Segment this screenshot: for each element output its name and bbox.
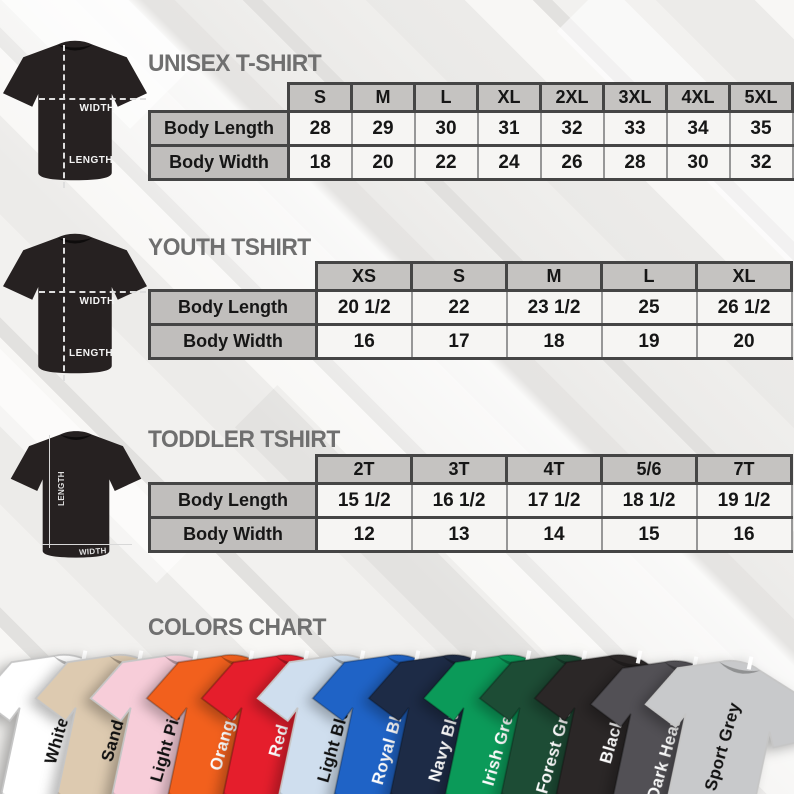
- width-label: WIDTH: [78, 545, 107, 557]
- size-value-cell: 14: [505, 516, 603, 553]
- tshirt-image: [3, 40, 147, 181]
- length-label: LENGTH: [69, 155, 114, 167]
- size-value-cell: 15 1/2: [315, 482, 413, 519]
- size-column-header: XS: [315, 261, 413, 292]
- youth-size-table: XS S M L XL Body Length 20 1/2 22 23 1/2 25 26 1/2…: [148, 261, 793, 360]
- color-shirt-sport-grey: Sport Grey: [619, 632, 794, 794]
- size-column-header: 4XL: [665, 82, 731, 113]
- toddler-size-table: 2T 3T 4T 5/6 7T Body Length 15 1/2 16 1/2 17 1/2…: [148, 454, 793, 553]
- width-measure-line: [39, 290, 146, 293]
- size-value-cell: 18 1/2: [600, 482, 698, 519]
- size-value-cell: 23 1/2: [505, 289, 603, 326]
- corner-blank-cell: [150, 263, 317, 291]
- size-value-cell: 12: [315, 516, 413, 553]
- size-value-cell: 16: [315, 323, 413, 360]
- size-value-cell: 30: [413, 110, 479, 147]
- size-value-cell: 17: [410, 323, 508, 360]
- unisex-shirt-diagram: WIDTH LENGTH: [0, 30, 150, 195]
- size-value-cell: 26 1/2: [695, 289, 793, 326]
- size-value-cell: 16: [695, 516, 793, 553]
- size-column-header: 7T: [695, 454, 793, 485]
- size-value-cell: 28: [602, 144, 668, 181]
- table-row: Body Length 15 1/2 16 1/2 17 1/2 18 1/2 19 1/…: [148, 482, 793, 519]
- table-row: Body Width 16 17 18 19 20: [148, 323, 793, 360]
- size-column-header: XL: [695, 261, 793, 292]
- size-value-cell: 22: [413, 144, 479, 181]
- tshirt-image: [644, 659, 794, 794]
- size-column-header: 5/6: [600, 454, 698, 485]
- size-value-cell: 20 1/2: [315, 289, 413, 326]
- table-row: Body Width 18 20 22 24 26 28 30 32: [148, 144, 794, 181]
- size-column-header: 3T: [410, 454, 508, 485]
- toddler-shirt-diagram: LENGTH WIDTH: [8, 418, 144, 576]
- size-column-header: L: [600, 261, 698, 292]
- size-column-header: XL: [476, 82, 542, 113]
- length-measure-line: [63, 44, 65, 189]
- size-column-header: M: [350, 82, 416, 113]
- corner-blank-cell: [150, 456, 317, 484]
- table-row: Body Length 28 29 30 31 32 33 34 35: [148, 110, 794, 147]
- size-column-header: 5XL: [728, 82, 794, 113]
- size-value-cell: 22: [410, 289, 508, 326]
- size-value-cell: 25: [600, 289, 698, 326]
- size-value-cell: 31: [476, 110, 542, 147]
- table-row: Body Width 12 13 14 15 16: [148, 516, 793, 553]
- size-value-cell: 18: [287, 144, 353, 181]
- size-column-header: 3XL: [602, 82, 668, 113]
- row-label: Body Width: [148, 323, 318, 360]
- size-value-cell: 30: [665, 144, 731, 181]
- size-value-cell: 17 1/2: [505, 482, 603, 519]
- section-title-colors: COLORS CHART: [148, 614, 326, 641]
- size-value-cell: 19: [600, 323, 698, 360]
- width-label: WIDTH: [79, 295, 115, 307]
- size-value-cell: 26: [539, 144, 605, 181]
- section-title-youth: YOUTH TSHIRT: [148, 234, 311, 261]
- length-measure-line: [63, 237, 65, 382]
- youth-shirt-diagram: WIDTH LENGTH: [0, 223, 150, 388]
- size-value-cell: 16 1/2: [410, 482, 508, 519]
- size-value-cell: 34: [665, 110, 731, 147]
- row-label: Body Length: [148, 289, 318, 326]
- size-value-cell: 35: [728, 110, 794, 147]
- size-value-cell: 13: [410, 516, 508, 553]
- table-row: Body Length 20 1/2 22 23 1/2 25 26 1/2: [148, 289, 793, 326]
- unisex-size-table: S M L XL 2XL 3XL 4XL 5XL Body Length 28 29 30 31 32 33…: [148, 82, 794, 181]
- size-column-header: L: [413, 82, 479, 113]
- row-label: Body Length: [148, 482, 318, 519]
- size-column-header: 2T: [315, 454, 413, 485]
- tshirt-image: [3, 233, 147, 374]
- row-label: Body Width: [148, 144, 290, 181]
- length-label: LENGTH: [56, 471, 66, 507]
- size-value-cell: 33: [602, 110, 668, 147]
- size-value-cell: 15: [600, 516, 698, 553]
- size-value-cell: 19 1/2: [695, 482, 793, 519]
- size-value-cell: 32: [539, 110, 605, 147]
- size-value-cell: 18: [505, 323, 603, 360]
- length-label: LENGTH: [69, 348, 114, 360]
- size-value-cell: 32: [728, 144, 794, 181]
- width-measure-line: [42, 544, 132, 546]
- section-title-unisex: UNISEX T-SHIRT: [148, 50, 322, 77]
- row-label: Body Width: [148, 516, 318, 553]
- section-title-toddler: TODDLER TSHIRT: [148, 426, 340, 453]
- width-label: WIDTH: [79, 102, 115, 114]
- size-column-header: 2XL: [539, 82, 605, 113]
- size-column-header: M: [505, 261, 603, 292]
- size-value-cell: 20: [350, 144, 416, 181]
- row-label: Body Length: [148, 110, 290, 147]
- size-value-cell: 29: [350, 110, 416, 147]
- size-column-header: S: [410, 261, 508, 292]
- size-value-cell: 28: [287, 110, 353, 147]
- tshirt-image: [10, 431, 142, 558]
- size-value-cell: 20: [695, 323, 793, 360]
- width-measure-line: [39, 97, 146, 100]
- size-column-header: S: [287, 82, 353, 113]
- size-column-header: 4T: [505, 454, 603, 485]
- length-measure-line: [48, 435, 50, 548]
- size-value-cell: 24: [476, 144, 542, 181]
- corner-blank-cell: [150, 84, 289, 112]
